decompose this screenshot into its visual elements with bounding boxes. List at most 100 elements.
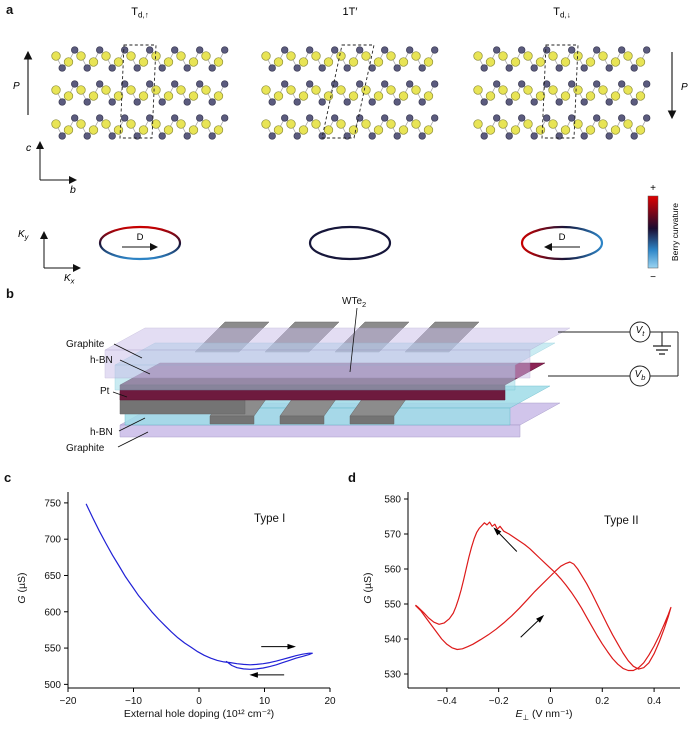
atom-w <box>101 85 111 95</box>
y-tick-label: 500 <box>44 680 61 691</box>
y-tick-label: 700 <box>44 535 61 546</box>
atom-w <box>213 57 224 67</box>
atom-w <box>298 91 309 101</box>
leader-graphite-bottom <box>117 431 149 448</box>
c-ylabel: G (µS) <box>16 572 28 604</box>
atom-w <box>610 57 621 67</box>
atom-te <box>183 64 191 72</box>
atom-te <box>83 98 91 106</box>
x-tick-label: −10 <box>125 696 142 707</box>
atom-te <box>83 64 91 72</box>
atom-te <box>356 46 364 54</box>
y-tick-label: 650 <box>44 571 61 582</box>
atom-te <box>480 132 488 140</box>
atom-te <box>568 46 576 54</box>
atom-te <box>71 80 79 88</box>
atom-te <box>331 46 339 54</box>
atom-w <box>101 51 111 61</box>
atom-w <box>598 119 608 129</box>
atom-w <box>51 119 61 129</box>
atom-te <box>268 64 276 72</box>
leader-graphite-top <box>113 343 143 359</box>
atom-w <box>201 119 211 129</box>
label-graphite-bottom: Graphite <box>66 443 105 454</box>
atom-w <box>163 57 174 67</box>
atom-w <box>113 57 124 67</box>
y-tick-label: 530 <box>384 670 401 681</box>
atom-te <box>158 132 166 140</box>
atom-te <box>171 46 179 54</box>
atom-te <box>480 98 488 106</box>
x-tick-label: 0.4 <box>647 696 661 707</box>
atom-te <box>293 132 301 140</box>
x-tick-label: 10 <box>259 696 271 707</box>
atom-te <box>605 64 613 72</box>
atom-te <box>530 98 538 106</box>
atom-w <box>336 51 346 61</box>
x-tick-label: −20 <box>60 696 77 707</box>
atom-w <box>163 125 174 135</box>
atom-w <box>126 51 136 61</box>
atom-te <box>543 114 551 122</box>
atom-w <box>610 125 621 135</box>
atom-te <box>643 114 651 122</box>
atom-te <box>96 46 104 54</box>
atom-te <box>146 46 154 54</box>
atom-w <box>348 57 359 67</box>
y-tick-label: 540 <box>384 635 401 646</box>
atom-w <box>138 91 149 101</box>
atom-w <box>623 119 633 129</box>
atom-w <box>361 51 371 61</box>
x-tick-label: 0 <box>196 696 202 707</box>
atom-te <box>393 64 401 72</box>
leader-pt <box>112 391 128 398</box>
atom-te <box>293 98 301 106</box>
atom-w <box>126 85 136 95</box>
atom-te <box>121 80 129 88</box>
atom-w <box>151 85 161 95</box>
atom-te <box>318 64 326 72</box>
atom-w <box>498 85 508 95</box>
crystal-structure-td-down <box>473 44 651 140</box>
type-annotation: Type II <box>604 515 639 527</box>
atom-w <box>201 85 211 95</box>
x-tick-label: 0.2 <box>595 696 609 707</box>
atom-te <box>306 80 314 88</box>
atom-te <box>368 64 376 72</box>
axis-c-label: c <box>26 142 32 154</box>
atom-w <box>535 91 546 101</box>
atom-w <box>386 119 396 129</box>
y-tick-label: 570 <box>384 530 401 541</box>
label-wte2: WTe2 <box>342 296 367 309</box>
panel-label-d: d <box>348 470 356 485</box>
structure-title-td-up: Td,↑ <box>131 6 148 20</box>
atom-te <box>343 98 351 106</box>
label-vt: Vt <box>635 325 645 338</box>
atom-w <box>336 85 346 95</box>
atom-w <box>88 57 99 67</box>
crystal-structure-1tprime <box>261 44 439 140</box>
leader-wte2 <box>349 307 358 373</box>
atom-w <box>573 85 583 95</box>
structure-title-1tprime: 1T′ <box>343 6 358 18</box>
atom-w <box>635 91 646 101</box>
atom-w <box>423 57 434 67</box>
leader-hbn-top <box>119 359 151 375</box>
displacement-field-label-right: D <box>559 232 566 243</box>
atom-w <box>286 85 296 95</box>
atom-te <box>480 64 488 72</box>
atom-te <box>431 46 439 54</box>
berry-curvature-colorbar <box>647 195 659 269</box>
fermi-pocket-left <box>98 225 182 261</box>
atom-te <box>618 114 626 122</box>
atom-te <box>418 98 426 106</box>
atom-te <box>431 114 439 122</box>
atom-w <box>386 85 396 95</box>
atom-te <box>268 132 276 140</box>
data-curve <box>85 503 313 670</box>
atom-w <box>76 85 86 95</box>
atom-te <box>618 46 626 54</box>
atom-w <box>298 57 309 67</box>
atom-te <box>158 64 166 72</box>
d-ylabel: G (µS) <box>362 572 374 604</box>
